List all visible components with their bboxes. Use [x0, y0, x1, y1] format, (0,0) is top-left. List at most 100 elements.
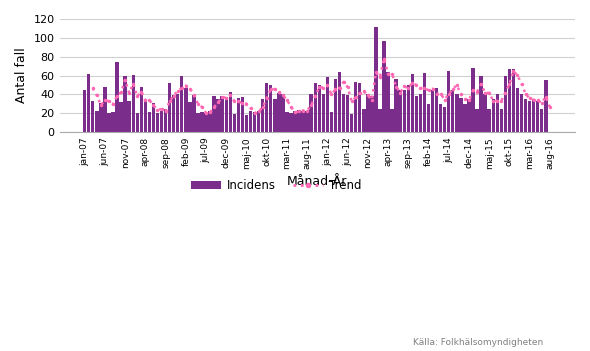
Bar: [253, 112, 256, 132]
Bar: [358, 83, 362, 132]
Bar: [160, 112, 163, 132]
Bar: [221, 97, 224, 132]
Bar: [99, 103, 103, 132]
Bar: [536, 101, 539, 132]
Bar: [297, 110, 301, 132]
Bar: [407, 85, 410, 132]
Bar: [306, 112, 309, 132]
Bar: [184, 88, 188, 132]
Bar: [512, 69, 515, 132]
Text: Källa: Folkhälsomyndigheten: Källa: Folkhälsomyndigheten: [412, 338, 543, 347]
Bar: [463, 104, 467, 132]
Bar: [172, 95, 175, 132]
Bar: [507, 69, 511, 132]
Bar: [370, 97, 373, 132]
Bar: [532, 99, 535, 132]
Bar: [451, 90, 454, 132]
Bar: [241, 97, 244, 132]
Legend: Incidens, Trend: Incidens, Trend: [186, 174, 366, 197]
Bar: [476, 108, 478, 132]
Bar: [342, 94, 345, 132]
Bar: [402, 90, 406, 132]
Bar: [115, 62, 119, 132]
Bar: [261, 99, 264, 132]
Bar: [277, 93, 281, 132]
Bar: [228, 92, 232, 132]
Bar: [524, 99, 527, 132]
Bar: [180, 75, 183, 132]
Bar: [479, 75, 483, 132]
Bar: [245, 115, 248, 132]
Bar: [310, 93, 313, 132]
Bar: [249, 112, 253, 132]
Bar: [439, 104, 442, 132]
Bar: [176, 93, 179, 132]
Bar: [132, 75, 135, 132]
Bar: [540, 108, 543, 132]
Bar: [204, 113, 208, 132]
Bar: [257, 111, 260, 132]
Bar: [459, 98, 463, 132]
Bar: [87, 74, 90, 132]
Bar: [192, 95, 196, 132]
Bar: [528, 101, 532, 132]
Bar: [156, 113, 159, 132]
Bar: [143, 101, 147, 132]
Bar: [188, 102, 192, 132]
Bar: [196, 113, 199, 132]
Bar: [127, 101, 131, 132]
Bar: [326, 77, 329, 132]
Bar: [83, 90, 86, 132]
X-axis label: Månad-År: Månad-År: [287, 175, 348, 188]
Bar: [500, 108, 503, 132]
Bar: [504, 75, 507, 132]
Bar: [208, 112, 212, 132]
Bar: [483, 94, 487, 132]
Bar: [427, 104, 430, 132]
Bar: [346, 95, 349, 132]
Bar: [269, 85, 273, 132]
Bar: [423, 73, 426, 132]
Bar: [103, 87, 107, 132]
Bar: [232, 114, 236, 132]
Bar: [455, 94, 458, 132]
Bar: [265, 83, 268, 132]
Bar: [467, 99, 471, 132]
Bar: [119, 102, 123, 132]
Bar: [366, 94, 369, 132]
Bar: [95, 112, 99, 132]
Bar: [471, 68, 475, 132]
Bar: [200, 112, 204, 132]
Bar: [136, 113, 139, 132]
Bar: [123, 75, 127, 132]
Bar: [354, 82, 358, 132]
Bar: [152, 103, 155, 132]
Bar: [415, 97, 418, 132]
Bar: [443, 107, 447, 132]
Bar: [382, 41, 386, 132]
Bar: [237, 98, 240, 132]
Bar: [140, 87, 143, 132]
Bar: [431, 90, 434, 132]
Bar: [217, 99, 220, 132]
Bar: [398, 90, 402, 132]
Bar: [544, 80, 548, 132]
Bar: [338, 72, 341, 132]
Bar: [378, 108, 382, 132]
Bar: [301, 111, 305, 132]
Bar: [112, 112, 114, 132]
Bar: [487, 108, 491, 132]
Bar: [148, 112, 151, 132]
Y-axis label: Antal fall: Antal fall: [15, 48, 28, 104]
Bar: [322, 94, 325, 132]
Bar: [330, 112, 333, 132]
Bar: [164, 108, 168, 132]
Bar: [281, 94, 284, 132]
Bar: [496, 94, 499, 132]
Bar: [285, 112, 289, 132]
Bar: [293, 112, 297, 132]
Bar: [107, 113, 111, 132]
Bar: [273, 99, 277, 132]
Bar: [391, 108, 394, 132]
Bar: [168, 83, 171, 132]
